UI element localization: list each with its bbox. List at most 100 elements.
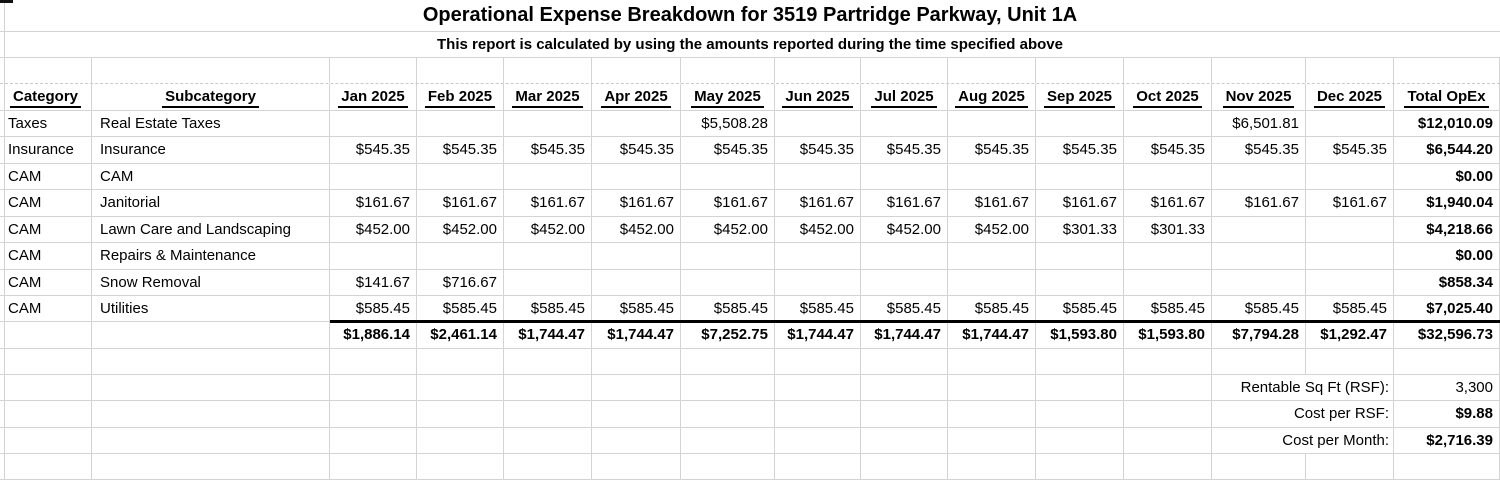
column-header-cell[interactable]: Category (0, 84, 92, 110)
empty-cell[interactable] (417, 58, 504, 83)
month-value-cell[interactable] (504, 270, 592, 295)
empty-cell[interactable] (330, 349, 417, 374)
column-header-cell[interactable]: Aug 2025 (948, 84, 1036, 110)
month-value-cell[interactable]: $716.67 (417, 270, 504, 295)
monthly-total-cell[interactable]: $1,593.80 (1036, 322, 1124, 348)
month-value-cell[interactable] (775, 111, 861, 136)
empty-cell[interactable] (330, 58, 417, 83)
empty-cell[interactable] (504, 58, 592, 83)
column-header-cell[interactable]: Subcategory (92, 84, 330, 110)
empty-cell[interactable] (0, 349, 92, 374)
month-value-cell[interactable] (861, 270, 948, 295)
month-value-cell[interactable] (330, 111, 417, 136)
column-header-cell[interactable]: Jun 2025 (775, 84, 861, 110)
category-cell[interactable]: Insurance (0, 137, 92, 163)
empty-cell[interactable] (861, 58, 948, 83)
month-value-cell[interactable] (417, 111, 504, 136)
month-value-cell[interactable] (1124, 111, 1212, 136)
month-value-cell[interactable]: $545.35 (1306, 137, 1394, 163)
empty-cell[interactable] (0, 401, 92, 427)
month-value-cell[interactable]: $585.45 (1124, 296, 1212, 321)
subcategory-cell[interactable]: CAM (92, 164, 330, 189)
summary-label-cell[interactable]: Cost per Month: (1212, 428, 1394, 453)
month-value-cell[interactable] (1212, 270, 1306, 295)
monthly-total-cell[interactable]: $1,744.47 (861, 322, 948, 348)
month-value-cell[interactable]: $545.35 (592, 137, 681, 163)
month-value-cell[interactable]: $452.00 (504, 217, 592, 242)
month-value-cell[interactable] (1306, 217, 1394, 242)
row-total-cell[interactable]: $7,025.40 (1394, 296, 1500, 321)
monthly-total-cell[interactable]: $1,744.47 (592, 322, 681, 348)
empty-cell[interactable] (592, 454, 681, 479)
month-value-cell[interactable] (592, 164, 681, 189)
empty-cell[interactable] (1212, 454, 1306, 479)
empty-cell[interactable] (1306, 58, 1394, 83)
empty-cell[interactable] (775, 428, 861, 453)
empty-cell[interactable] (504, 454, 592, 479)
month-value-cell[interactable]: $452.00 (775, 217, 861, 242)
month-value-cell[interactable] (1036, 111, 1124, 136)
month-value-cell[interactable] (504, 111, 592, 136)
month-value-cell[interactable]: $545.35 (1212, 137, 1306, 163)
report-title-cell[interactable]: Operational Expense Breakdown for 3519 P… (422, 4, 1078, 26)
summary-value-cell[interactable]: $9.88 (1394, 401, 1500, 427)
month-value-cell[interactable] (504, 243, 592, 269)
empty-cell[interactable] (681, 349, 775, 374)
empty-cell[interactable] (1306, 454, 1394, 479)
month-value-cell[interactable]: $161.67 (1124, 190, 1212, 216)
month-value-cell[interactable]: $161.67 (417, 190, 504, 216)
empty-cell[interactable] (861, 454, 948, 479)
month-value-cell[interactable] (1124, 164, 1212, 189)
empty-cell[interactable] (330, 401, 417, 427)
row-total-cell[interactable]: $858.34 (1394, 270, 1500, 295)
row-total-cell[interactable]: $12,010.09 (1394, 111, 1500, 136)
empty-cell[interactable] (417, 349, 504, 374)
month-value-cell[interactable] (681, 164, 775, 189)
empty-cell[interactable] (681, 58, 775, 83)
empty-cell[interactable] (1306, 349, 1394, 374)
empty-cell[interactable] (417, 401, 504, 427)
month-value-cell[interactable] (592, 270, 681, 295)
monthly-total-cell[interactable]: $1,886.14 (330, 322, 417, 348)
empty-cell[interactable] (775, 454, 861, 479)
empty-cell[interactable] (92, 349, 330, 374)
month-value-cell[interactable]: $545.35 (504, 137, 592, 163)
empty-cell[interactable] (948, 401, 1036, 427)
empty-cell[interactable] (861, 375, 948, 400)
empty-cell[interactable] (1036, 428, 1124, 453)
monthly-total-cell[interactable]: $7,252.75 (681, 322, 775, 348)
empty-cell[interactable] (92, 322, 330, 348)
month-value-cell[interactable] (861, 243, 948, 269)
subcategory-cell[interactable]: Repairs & Maintenance (92, 243, 330, 269)
column-header-cell[interactable]: Apr 2025 (592, 84, 681, 110)
month-value-cell[interactable]: $545.35 (417, 137, 504, 163)
monthly-total-cell[interactable]: $7,794.28 (1212, 322, 1306, 348)
month-value-cell[interactable]: $545.35 (1124, 137, 1212, 163)
category-cell[interactable]: CAM (0, 243, 92, 269)
empty-cell[interactable] (417, 375, 504, 400)
month-value-cell[interactable]: $545.35 (775, 137, 861, 163)
category-cell[interactable]: CAM (0, 217, 92, 242)
month-value-cell[interactable] (1124, 243, 1212, 269)
empty-cell[interactable] (861, 401, 948, 427)
month-value-cell[interactable]: $141.67 (330, 270, 417, 295)
empty-cell[interactable] (948, 375, 1036, 400)
empty-cell[interactable] (1124, 58, 1212, 83)
empty-cell[interactable] (92, 401, 330, 427)
month-value-cell[interactable] (1306, 164, 1394, 189)
empty-cell[interactable] (0, 375, 92, 400)
row-total-cell[interactable]: $6,544.20 (1394, 137, 1500, 163)
empty-cell[interactable] (92, 428, 330, 453)
month-value-cell[interactable]: $452.00 (417, 217, 504, 242)
empty-cell[interactable] (1394, 349, 1500, 374)
month-value-cell[interactable]: $161.67 (504, 190, 592, 216)
empty-cell[interactable] (775, 349, 861, 374)
month-value-cell[interactable]: $452.00 (330, 217, 417, 242)
category-cell[interactable]: CAM (0, 296, 92, 321)
empty-cell[interactable] (681, 401, 775, 427)
monthly-total-cell[interactable]: $1,593.80 (1124, 322, 1212, 348)
month-value-cell[interactable]: $161.67 (1212, 190, 1306, 216)
empty-cell[interactable] (504, 401, 592, 427)
month-value-cell[interactable] (1036, 243, 1124, 269)
empty-cell[interactable] (775, 58, 861, 83)
